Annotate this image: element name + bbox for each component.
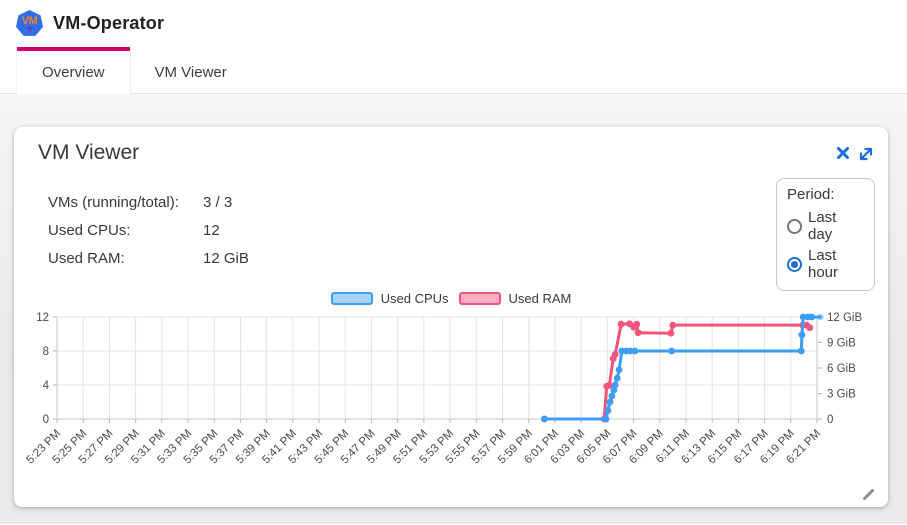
stat-label: VMs (running/total): <box>48 193 179 211</box>
expand-icon[interactable] <box>856 144 876 164</box>
legend-swatch-ram <box>458 292 501 305</box>
stat-value: 3 / 3 <box>203 193 233 211</box>
legend-label-ram: Used RAM <box>508 291 572 306</box>
page-content: VM Viewer VMs (running/total): 3 / 3 Use… <box>0 94 907 524</box>
stats-table: VMs (running/total): 3 / 3 Used CPUs: 12… <box>48 188 249 272</box>
logo-text: VM <box>21 14 38 27</box>
radio-last-hour[interactable] <box>787 256 802 272</box>
svg-text:0: 0 <box>827 414 833 426</box>
stat-label: Used CPUs: <box>48 221 131 239</box>
legend-item-ram: Used RAM <box>458 291 572 306</box>
stat-row-ram: Used RAM: 12 GiB <box>48 244 249 272</box>
period-option-last-hour[interactable]: Last hour <box>787 247 864 281</box>
period-option-label: Last hour <box>808 247 839 281</box>
svg-text:0: 0 <box>43 414 49 426</box>
tab-bar: Overview VM Viewer <box>0 47 907 94</box>
stat-row-vms: VMs (running/total): 3 / 3 <box>48 188 249 216</box>
stat-label: Used RAM: <box>48 249 125 267</box>
logo-caret-icon <box>26 26 33 32</box>
svg-text:12 GiB: 12 GiB <box>827 312 862 324</box>
tab-overview-label: Overview <box>42 63 105 81</box>
usage-chart[interactable]: 5:23 PM5:25 PM5:27 PM5:29 PM5:31 PM5:33 … <box>22 305 880 480</box>
svg-text:4: 4 <box>43 380 50 392</box>
panel-controls <box>834 144 876 164</box>
legend-swatch-cpus <box>330 292 373 305</box>
svg-text:9 GiB: 9 GiB <box>827 338 856 350</box>
vm-viewer-panel: VM Viewer VMs (running/total): 3 / 3 Use… <box>14 127 888 507</box>
period-label: Period: <box>787 186 835 203</box>
app-header: VM VM-Operator <box>0 0 907 47</box>
stat-value: 12 <box>203 221 220 239</box>
tab-vm-viewer[interactable]: VM Viewer <box>130 47 252 93</box>
legend-item-cpus: Used CPUs <box>330 291 449 306</box>
stat-row-cpus: Used CPUs: 12 <box>48 216 249 244</box>
legend-label-cpus: Used CPUs <box>380 291 449 306</box>
period-option-label: Last day <box>808 209 837 243</box>
svg-text:8: 8 <box>43 346 49 358</box>
tab-vm-viewer-label: VM Viewer <box>154 63 227 81</box>
period-selector: Period: Last day Last hour <box>776 178 875 291</box>
svg-text:12: 12 <box>36 312 49 324</box>
panel-title: VM Viewer <box>38 141 140 164</box>
stat-value: 12 GiB <box>203 249 249 267</box>
svg-text:6 GiB: 6 GiB <box>827 363 856 375</box>
period-option-last-day[interactable]: Last day <box>787 209 864 243</box>
app-logo-icon: VM <box>16 10 43 36</box>
app-title: VM-Operator <box>53 13 165 33</box>
resize-handle-icon[interactable] <box>861 487 876 502</box>
tab-overview[interactable]: Overview <box>17 47 130 94</box>
chart-legend: Used CPUs Used RAM <box>14 291 888 306</box>
svg-text:3 GiB: 3 GiB <box>827 389 856 401</box>
close-icon[interactable] <box>834 144 852 162</box>
radio-last-day[interactable] <box>787 218 802 234</box>
